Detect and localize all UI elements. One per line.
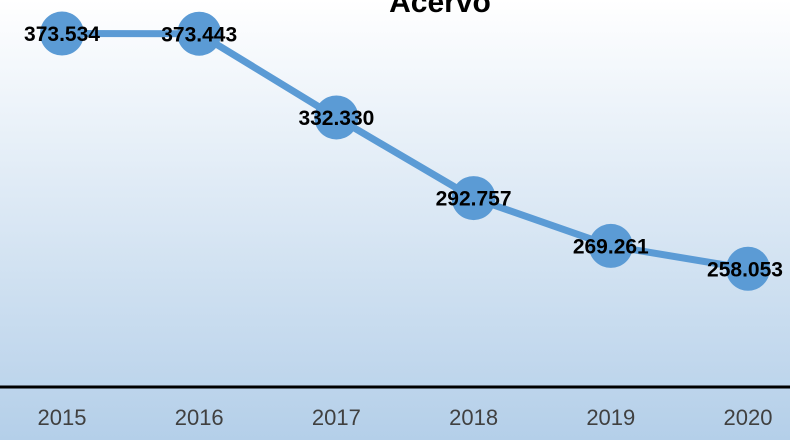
x-tick-label: 2019 <box>586 405 635 430</box>
x-tick-label: 2018 <box>449 405 498 430</box>
marker <box>726 246 770 291</box>
marker <box>588 223 633 268</box>
line <box>61 30 749 273</box>
marker <box>314 95 359 140</box>
x-tick-label: 2017 <box>312 405 361 430</box>
x-tick-label: 2015 <box>38 405 87 430</box>
data-label: 292.757 <box>436 188 512 211</box>
data-label: 269.261 <box>573 235 649 258</box>
data-label: 332.330 <box>298 107 374 130</box>
x-tick-label: 2016 <box>175 405 224 430</box>
marker <box>451 176 496 221</box>
chart-title: Acervo <box>389 0 491 19</box>
data-label: 373.534 <box>24 23 100 46</box>
data-label: 258.053 <box>707 258 783 281</box>
marker <box>40 11 84 56</box>
data-label: 373.443 <box>161 23 237 46</box>
marker <box>177 11 222 56</box>
x-tick-label: 2020 <box>724 405 773 430</box>
